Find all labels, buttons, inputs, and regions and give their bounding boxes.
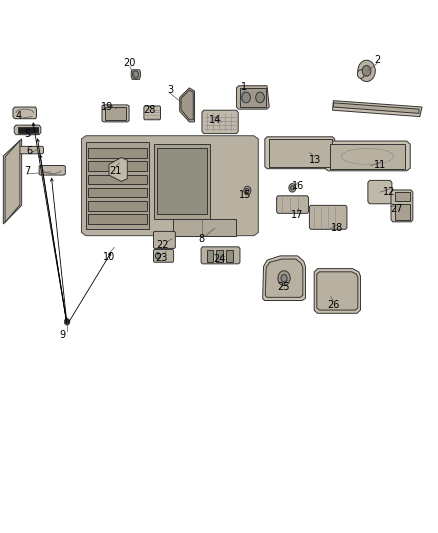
Text: 25: 25 — [277, 282, 290, 292]
Polygon shape — [330, 144, 405, 168]
Circle shape — [64, 319, 70, 325]
Polygon shape — [317, 272, 358, 310]
Polygon shape — [277, 196, 308, 213]
Polygon shape — [216, 250, 223, 262]
Text: 3: 3 — [167, 85, 173, 95]
Polygon shape — [153, 144, 210, 219]
Polygon shape — [333, 103, 419, 114]
Polygon shape — [86, 142, 149, 229]
Text: 26: 26 — [327, 300, 339, 310]
Polygon shape — [88, 188, 147, 197]
Polygon shape — [144, 106, 160, 120]
Polygon shape — [81, 136, 258, 236]
Polygon shape — [309, 205, 347, 229]
Circle shape — [358, 60, 375, 82]
Text: 18: 18 — [331, 223, 343, 233]
Text: 6: 6 — [26, 146, 32, 156]
Circle shape — [289, 183, 296, 192]
Circle shape — [290, 185, 294, 190]
Text: 22: 22 — [156, 240, 169, 250]
Polygon shape — [4, 139, 21, 224]
Polygon shape — [131, 70, 141, 79]
Polygon shape — [368, 180, 392, 204]
Polygon shape — [201, 247, 240, 264]
Polygon shape — [237, 86, 269, 109]
Polygon shape — [88, 161, 147, 171]
Text: 7: 7 — [24, 166, 30, 176]
Polygon shape — [395, 192, 410, 200]
Polygon shape — [265, 137, 335, 168]
Text: 21: 21 — [109, 166, 121, 176]
Text: 9: 9 — [60, 329, 66, 340]
Text: 16: 16 — [291, 181, 304, 191]
Polygon shape — [314, 269, 360, 313]
Polygon shape — [263, 256, 305, 301]
Polygon shape — [207, 250, 213, 262]
Circle shape — [246, 188, 249, 192]
Polygon shape — [265, 259, 303, 297]
Polygon shape — [102, 105, 129, 122]
Circle shape — [362, 66, 371, 76]
Polygon shape — [88, 174, 147, 184]
Polygon shape — [173, 219, 237, 236]
Polygon shape — [157, 149, 207, 214]
Text: 12: 12 — [383, 187, 396, 197]
Polygon shape — [269, 139, 332, 166]
Circle shape — [281, 274, 287, 282]
Polygon shape — [226, 250, 233, 262]
Polygon shape — [88, 214, 147, 224]
Text: 23: 23 — [155, 253, 168, 263]
Polygon shape — [39, 165, 65, 175]
Polygon shape — [14, 125, 41, 135]
Polygon shape — [391, 190, 413, 222]
Polygon shape — [202, 110, 238, 134]
Circle shape — [278, 271, 290, 286]
Text: 1: 1 — [241, 82, 247, 92]
Text: 10: 10 — [103, 252, 115, 262]
Circle shape — [133, 71, 139, 78]
Polygon shape — [240, 88, 266, 107]
Polygon shape — [88, 148, 147, 158]
Text: 4: 4 — [15, 110, 21, 120]
Polygon shape — [88, 201, 147, 211]
Polygon shape — [18, 127, 38, 133]
Text: 27: 27 — [390, 204, 403, 214]
Text: 28: 28 — [143, 105, 155, 115]
Text: 2: 2 — [374, 55, 380, 65]
Polygon shape — [153, 249, 173, 262]
Text: 8: 8 — [198, 234, 205, 244]
Circle shape — [357, 70, 364, 78]
Polygon shape — [106, 107, 127, 120]
Circle shape — [242, 92, 251, 103]
Polygon shape — [181, 90, 193, 120]
Text: 24: 24 — [214, 254, 226, 264]
Text: 14: 14 — [208, 115, 221, 125]
Circle shape — [155, 253, 160, 259]
Text: 11: 11 — [374, 160, 387, 171]
Circle shape — [244, 186, 251, 195]
Polygon shape — [109, 158, 127, 181]
Polygon shape — [395, 204, 410, 220]
Text: 5: 5 — [24, 128, 30, 139]
Polygon shape — [332, 101, 422, 117]
Polygon shape — [325, 141, 410, 171]
Text: 17: 17 — [291, 211, 304, 221]
Text: 20: 20 — [124, 59, 136, 68]
Text: 19: 19 — [101, 102, 113, 112]
Polygon shape — [13, 107, 36, 119]
Text: 15: 15 — [239, 190, 251, 200]
Polygon shape — [180, 88, 194, 122]
Circle shape — [256, 92, 265, 103]
Text: 13: 13 — [309, 155, 321, 165]
Polygon shape — [16, 147, 43, 154]
Polygon shape — [5, 141, 20, 222]
Polygon shape — [153, 231, 175, 248]
